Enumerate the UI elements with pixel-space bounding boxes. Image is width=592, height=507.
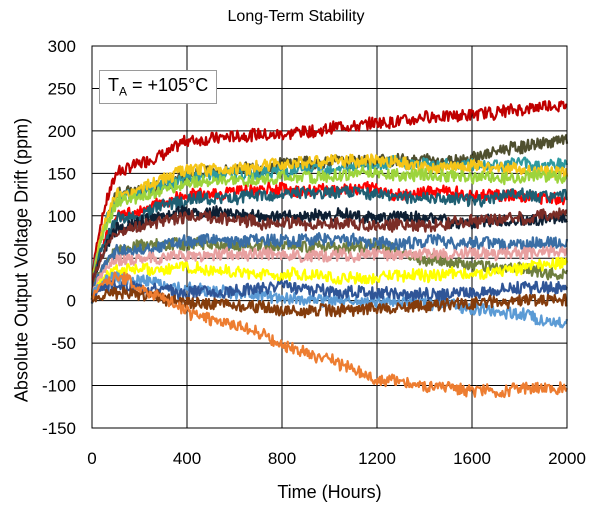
annotation-subscript: A bbox=[119, 84, 128, 99]
temperature-annotation: TA = +105°C bbox=[99, 70, 218, 104]
plot-frame bbox=[91, 45, 568, 429]
series-line-6 bbox=[90, 185, 569, 299]
y-tick-label-8: 250 bbox=[48, 79, 76, 98]
x-tick-label-2: 800 bbox=[268, 449, 296, 468]
chart-title: Long-Term Stability bbox=[227, 8, 365, 25]
series-line-14 bbox=[91, 278, 568, 302]
x-axis-label: Time (Hours) bbox=[277, 482, 382, 502]
series-line-12 bbox=[90, 256, 569, 301]
series-line-16 bbox=[91, 271, 569, 399]
y-tick-label-7: 200 bbox=[48, 122, 76, 141]
annotation-symbol: T bbox=[108, 75, 119, 95]
x-tick-label-4: 1600 bbox=[453, 449, 491, 468]
series-line-10 bbox=[90, 232, 569, 304]
y-tick-labels: -150 -100 -50 0 50 100 150 200 250 300 bbox=[42, 37, 76, 438]
y-tick-label-9: 300 bbox=[48, 37, 76, 56]
series-line-4 bbox=[90, 165, 568, 303]
x-tick-label-1: 400 bbox=[173, 449, 201, 468]
series-line-11 bbox=[90, 245, 568, 302]
series-line-8 bbox=[90, 207, 568, 298]
y-tick-label-0: -150 bbox=[42, 419, 76, 438]
series-line-0 bbox=[90, 100, 568, 301]
y-tick-label-4: 50 bbox=[57, 249, 76, 268]
x-tick-label-5: 2000 bbox=[548, 449, 586, 468]
series-line-3 bbox=[90, 153, 569, 304]
y-tick-label-2: -50 bbox=[51, 334, 76, 353]
y-tick-label-5: 100 bbox=[48, 207, 76, 226]
y-tick-label-1: -100 bbox=[42, 377, 76, 396]
x-tick-label-0: 0 bbox=[87, 449, 96, 468]
y-tick-label-3: 0 bbox=[67, 292, 76, 311]
annotation-text: = +105°C bbox=[127, 75, 209, 95]
y-tick-label-6: 150 bbox=[48, 164, 76, 183]
x-tick-labels: 0 400 800 1200 1600 2000 bbox=[87, 449, 586, 468]
x-tick-label-3: 1200 bbox=[358, 449, 396, 468]
series-group bbox=[90, 100, 569, 399]
